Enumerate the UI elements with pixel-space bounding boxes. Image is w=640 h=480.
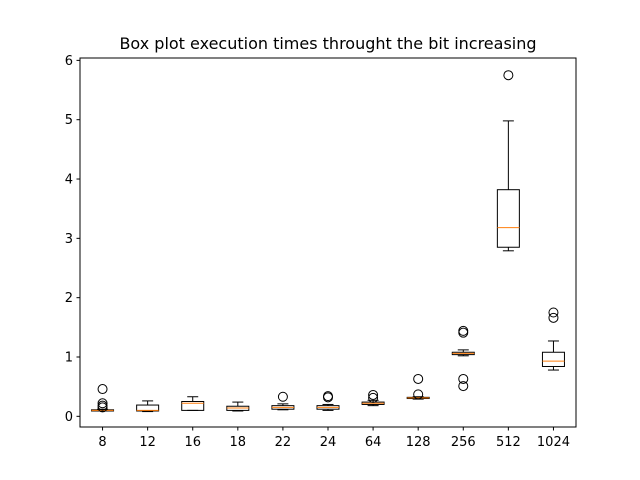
y-tick-label: 2 <box>65 291 73 306</box>
axes-frame <box>79 57 577 428</box>
y-tick-label: 6 <box>65 54 73 69</box>
y-tick-label: 0 <box>65 410 73 425</box>
outlier-point <box>413 389 424 400</box>
x-tick-label: 16 <box>184 435 201 450</box>
x-tick-label: 22 <box>275 435 292 450</box>
iqr-box <box>496 189 520 248</box>
outlier-point <box>503 70 514 81</box>
outlier-point <box>458 327 469 338</box>
y-tick-label: 5 <box>65 113 73 128</box>
iqr-box <box>136 404 160 412</box>
outlier-point <box>368 389 379 400</box>
outlier-point <box>97 402 108 413</box>
outlier-point <box>458 373 469 384</box>
outlier-point <box>323 392 333 403</box>
outlier-point <box>548 312 559 323</box>
outlier-point <box>548 307 559 318</box>
x-tick-label: 512 <box>496 435 521 450</box>
x-tick-label: 256 <box>451 435 476 450</box>
x-tick-label: 64 <box>365 435 382 450</box>
y-tick-label: 4 <box>65 173 73 188</box>
outlier-point <box>413 373 424 384</box>
x-tick-label: 18 <box>230 435 247 450</box>
y-tick-label: 1 <box>65 350 73 365</box>
chart-title: Box plot execution times throught the bi… <box>119 34 536 53</box>
x-tick-label: 1024 <box>537 435 570 450</box>
outlier-point <box>97 384 108 395</box>
y-tick-label: 3 <box>65 232 73 247</box>
iqr-box <box>541 351 565 367</box>
outlier-point <box>97 398 108 409</box>
x-tick-label: 24 <box>320 435 337 450</box>
x-tick-label: 12 <box>139 435 156 450</box>
outlier-point <box>368 392 379 403</box>
x-tick-label: 8 <box>98 435 106 450</box>
outlier-point <box>277 391 288 402</box>
iqr-box <box>181 400 205 411</box>
outlier-point <box>458 381 469 392</box>
x-tick-label: 128 <box>406 435 431 450</box>
